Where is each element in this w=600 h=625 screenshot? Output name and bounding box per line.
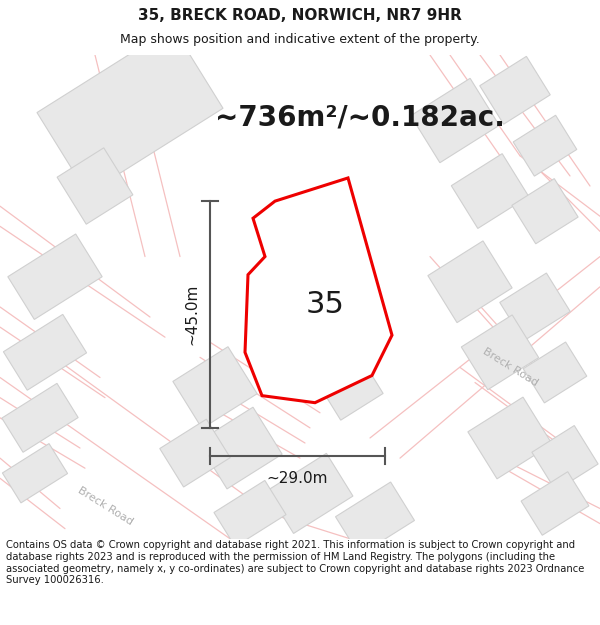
Polygon shape [2,444,68,503]
Text: Breck Road: Breck Road [76,486,134,528]
Polygon shape [513,115,577,176]
Polygon shape [532,426,598,491]
Polygon shape [523,342,587,403]
Polygon shape [411,78,499,162]
Polygon shape [451,154,529,229]
Polygon shape [8,234,102,319]
Text: ~29.0m: ~29.0m [267,471,328,486]
Text: Contains OS data © Crown copyright and database right 2021. This information is : Contains OS data © Crown copyright and d… [6,541,584,585]
Polygon shape [4,314,86,390]
Polygon shape [267,453,353,534]
Polygon shape [428,241,512,322]
Polygon shape [37,27,223,194]
Text: ~45.0m: ~45.0m [185,284,199,345]
Text: 35: 35 [305,291,344,319]
Polygon shape [461,315,539,390]
Polygon shape [173,347,257,429]
Polygon shape [198,407,282,489]
Polygon shape [293,301,367,373]
Polygon shape [317,355,383,420]
Polygon shape [480,56,550,124]
Text: Map shows position and indicative extent of the property.: Map shows position and indicative extent… [120,33,480,46]
Polygon shape [214,481,286,547]
Polygon shape [335,482,415,555]
Polygon shape [57,148,133,224]
Polygon shape [500,273,570,341]
Text: Breck Road: Breck Road [481,346,539,388]
Text: ~736m²/~0.182ac.: ~736m²/~0.182ac. [215,104,505,131]
Text: 35, BRECK ROAD, NORWICH, NR7 9HR: 35, BRECK ROAD, NORWICH, NR7 9HR [138,8,462,23]
Polygon shape [160,419,230,487]
Polygon shape [2,383,78,452]
Polygon shape [512,179,578,244]
Polygon shape [521,472,589,535]
Polygon shape [468,397,552,479]
Polygon shape [245,178,392,402]
